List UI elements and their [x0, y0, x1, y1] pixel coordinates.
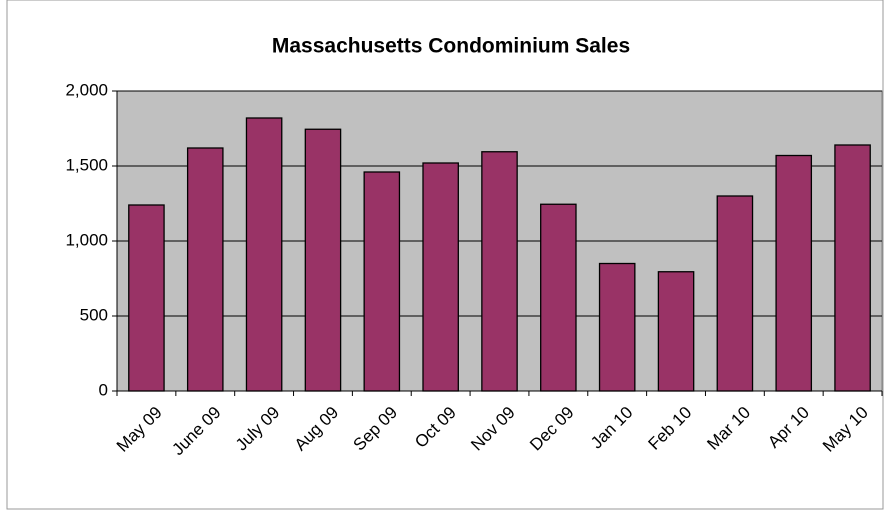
y-tick-label: 1,500 — [65, 155, 108, 174]
bar — [716, 195, 754, 392]
bar — [834, 144, 871, 392]
bar — [128, 204, 165, 392]
bar — [598, 262, 636, 392]
bar — [363, 171, 401, 392]
bar — [245, 117, 283, 392]
y-tick-label: 500 — [80, 305, 108, 324]
bar — [775, 154, 813, 392]
y-tick-label: 1,000 — [65, 230, 108, 249]
bar — [540, 203, 577, 392]
bar — [657, 271, 695, 392]
bar — [422, 162, 459, 392]
chart-title: Massachusetts Condominium Sales — [272, 35, 630, 58]
bar — [481, 151, 518, 392]
bar — [186, 147, 224, 392]
bar — [304, 128, 342, 392]
y-tick-label: 2,000 — [65, 80, 108, 99]
y-tick-label: 0 — [99, 380, 108, 399]
